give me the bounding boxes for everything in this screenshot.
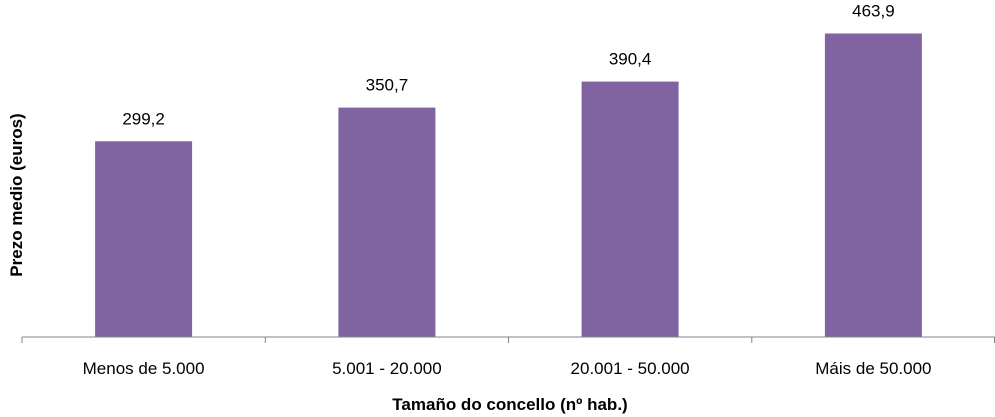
x-tick-label-4: Máis de 50.000 — [815, 359, 931, 378]
bar-1 — [95, 141, 193, 337]
data-label-4: 463,9 — [852, 2, 895, 21]
value-labels-group: 299,2 350,7 390,4 463,9 — [122, 2, 894, 129]
bar-3 — [581, 81, 679, 337]
y-axis-title: Prezo medio (euros) — [7, 113, 26, 276]
x-axis-ticks — [21, 337, 995, 343]
x-axis-title: Tamaño do concello (nº hab.) — [392, 395, 627, 414]
bar-4 — [824, 33, 922, 337]
x-tick-label-1: Menos de 5.000 — [83, 359, 205, 378]
data-label-3: 390,4 — [609, 50, 652, 69]
bar-2 — [338, 107, 436, 337]
data-label-2: 350,7 — [366, 76, 409, 95]
category-labels-group: Menos de 5.000 5.001 - 20.000 20.001 - 50.… — [83, 359, 932, 378]
x-tick-label-2: 5.001 - 20.000 — [332, 359, 442, 378]
bars-group — [95, 33, 922, 337]
x-tick-label-3: 20.001 - 50.000 — [571, 359, 690, 378]
data-label-1: 299,2 — [122, 109, 165, 128]
